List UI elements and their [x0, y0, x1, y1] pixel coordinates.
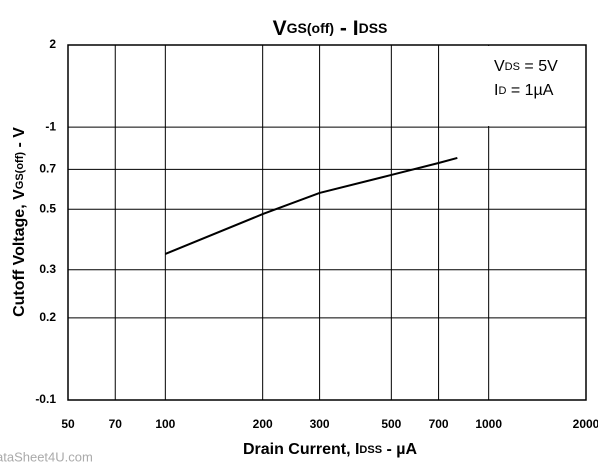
- label-part: - V: [11, 127, 28, 152]
- x-tick-label: 100: [155, 417, 175, 431]
- annotation-part: DS: [505, 61, 520, 73]
- annotation: VDS = 5V: [494, 58, 558, 75]
- y-axis-label: Cutoff Voltage, VGS(off) - V: [11, 127, 28, 317]
- label-part: DSS: [359, 444, 382, 456]
- annotation-part: = 1µA: [506, 82, 553, 99]
- x-tick-label: 700: [429, 417, 449, 431]
- annotation: ID = 1µA: [494, 82, 554, 99]
- title-part: V: [273, 17, 287, 40]
- title-part: DSS: [359, 20, 388, 36]
- line-series: [164, 156, 458, 255]
- y-tick-label: 0.3: [39, 262, 56, 276]
- annotation-part: D: [498, 85, 506, 97]
- y-tick-label: 2: [49, 37, 56, 51]
- x-tick-label: 1000: [475, 417, 502, 431]
- x-tick-label: 70: [109, 417, 123, 431]
- y-tick-label: -0.1: [35, 392, 56, 406]
- annotation-part: V: [494, 58, 505, 75]
- label-part: Cutoff Voltage, V: [11, 189, 28, 317]
- x-tick-label: 2000: [573, 417, 598, 431]
- x-tick-label: 50: [61, 417, 75, 431]
- title-part: - I: [334, 17, 359, 40]
- x-tick-label: 500: [381, 417, 401, 431]
- annotation-part: = 5V: [520, 58, 558, 75]
- chart-title: VGS(off) - IDSS: [273, 17, 388, 40]
- x-tick-label: 300: [310, 417, 330, 431]
- plot-frame: [67, 44, 587, 401]
- y-tick-label: -1: [45, 119, 56, 133]
- y-tick-label: 0.2: [39, 310, 56, 324]
- x-axis-label: Drain Current, IDSS - µA: [243, 441, 418, 458]
- label-part: GS(off): [14, 152, 26, 190]
- annotation-box: [484, 46, 585, 126]
- annotation-part: I: [494, 82, 498, 99]
- label-part: Drain Current, I: [243, 441, 359, 458]
- y-tick-label: 0.7: [39, 162, 56, 176]
- label-part: - µA: [382, 441, 417, 458]
- watermark: ataSheet4U.com: [0, 449, 93, 464]
- y-tick-label: 0.5: [39, 201, 56, 215]
- title-part: GS(off): [287, 20, 334, 36]
- x-tick-label: 200: [253, 417, 273, 431]
